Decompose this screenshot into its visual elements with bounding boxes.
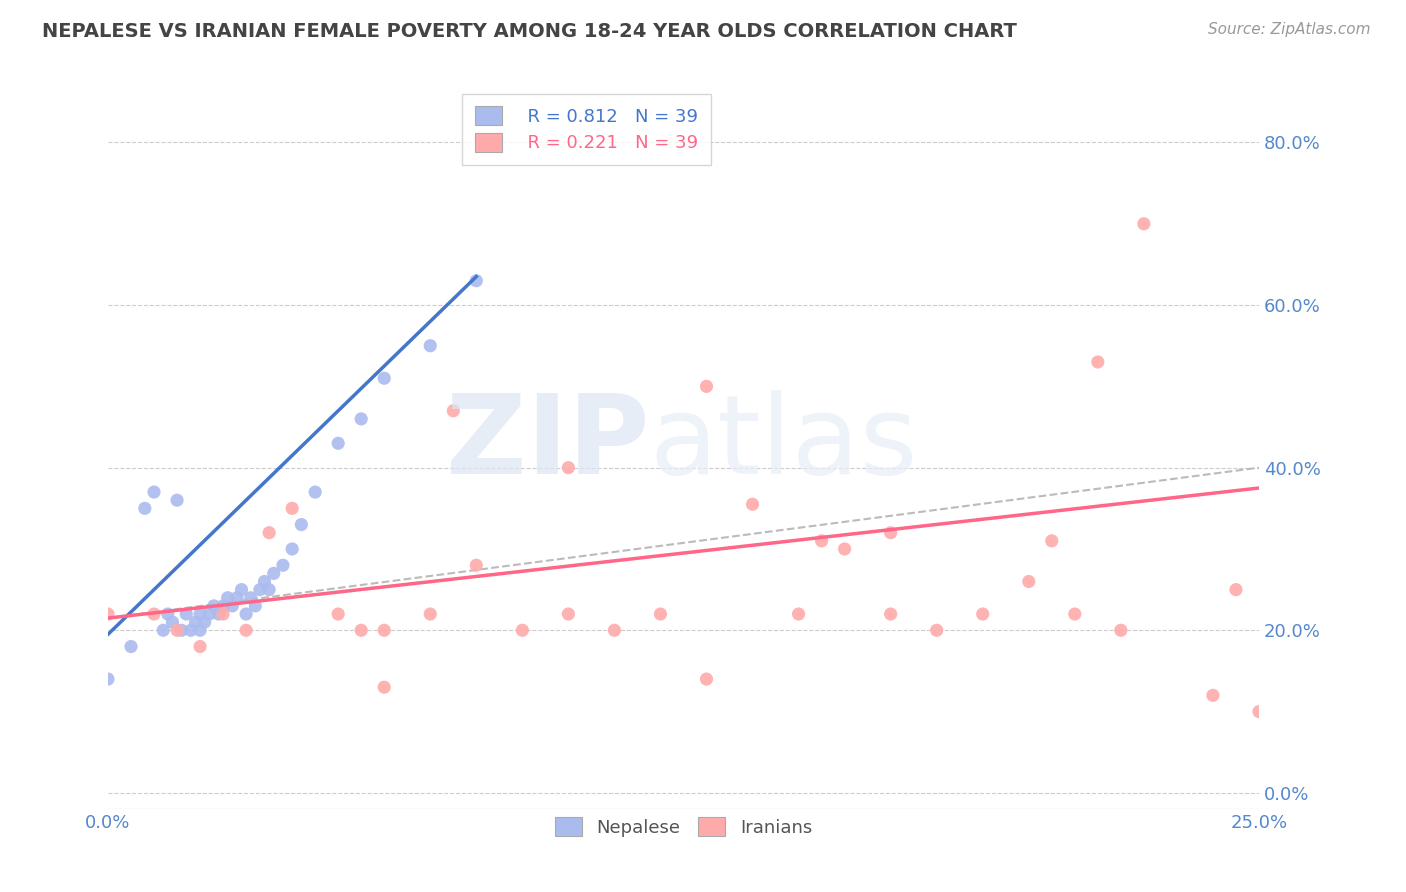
Point (1247, 705, 1270, 719)
Point (202, 599, 225, 613)
Point (194, 615, 217, 629)
Point (695, 672, 717, 686)
Point (328, 607, 350, 621)
Point (281, 541, 304, 556)
Point (1063, 607, 1085, 621)
Point (1109, 624, 1132, 638)
Point (170, 624, 193, 638)
Point (1225, 582, 1247, 597)
Point (134, 501, 156, 516)
Point (419, 607, 441, 621)
Point (512, 624, 534, 638)
Point (350, 624, 373, 638)
Point (304, 485, 326, 500)
Point (235, 624, 257, 638)
Point (231, 582, 253, 597)
Point (350, 412, 373, 426)
Point (441, 404, 464, 418)
Point (465, 274, 488, 288)
Point (263, 566, 285, 581)
Point (188, 607, 211, 621)
Point (290, 517, 312, 532)
Text: Source: ZipAtlas.com: Source: ZipAtlas.com (1208, 22, 1371, 37)
Point (271, 558, 294, 573)
Point (97, 607, 120, 621)
Point (156, 607, 179, 621)
Point (166, 493, 188, 508)
Point (1018, 574, 1040, 589)
Point (741, 497, 763, 511)
Point (419, 339, 441, 353)
Point (603, 624, 626, 638)
Point (787, 607, 810, 621)
Point (650, 607, 672, 621)
Point (198, 607, 221, 621)
Point (143, 485, 166, 500)
Point (925, 624, 948, 638)
Point (253, 574, 276, 589)
Point (188, 624, 211, 638)
Point (212, 607, 235, 621)
Point (180, 624, 202, 638)
Point (257, 582, 280, 597)
Point (207, 607, 229, 621)
Point (1087, 355, 1109, 369)
Point (972, 607, 994, 621)
Point (834, 541, 856, 556)
Point (1040, 533, 1063, 548)
Point (221, 599, 243, 613)
Point (166, 624, 188, 638)
Point (1202, 689, 1225, 703)
Point (557, 607, 579, 621)
Text: NEPALESE VS IRANIAN FEMALE POVERTY AMONG 18-24 YEAR OLDS CORRELATION CHART: NEPALESE VS IRANIAN FEMALE POVERTY AMONG… (42, 22, 1017, 41)
Point (879, 607, 901, 621)
Point (162, 615, 184, 629)
Point (152, 624, 174, 638)
Point (465, 558, 488, 573)
Text: atlas: atlas (650, 390, 918, 497)
Point (239, 591, 262, 605)
Point (810, 533, 832, 548)
Point (235, 607, 257, 621)
Point (217, 591, 239, 605)
Point (143, 607, 166, 621)
Point (328, 436, 350, 450)
Point (257, 525, 280, 540)
Point (373, 624, 395, 638)
Point (557, 460, 579, 475)
Text: ZIP: ZIP (446, 390, 650, 497)
Legend: Nepalese, Iranians: Nepalese, Iranians (547, 810, 820, 844)
Point (184, 615, 207, 629)
Point (174, 607, 197, 621)
Point (188, 640, 211, 654)
Point (373, 371, 395, 385)
Point (695, 379, 717, 393)
Point (212, 599, 235, 613)
Point (281, 501, 304, 516)
Point (97, 672, 120, 686)
Point (245, 599, 267, 613)
Point (120, 640, 142, 654)
Point (249, 582, 271, 597)
Point (879, 525, 901, 540)
Point (225, 591, 247, 605)
Point (1133, 217, 1156, 231)
Point (373, 680, 395, 694)
